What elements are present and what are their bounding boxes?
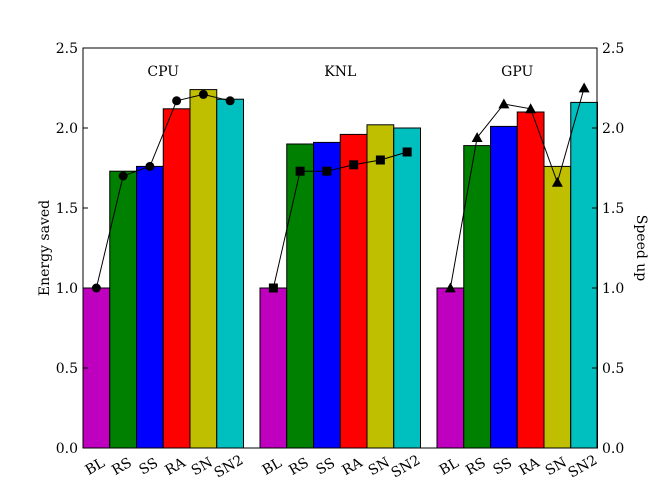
y-tick-label: 1.5 [56,201,78,217]
speedup-point-cpu-sn2 [225,96,235,106]
plot-frame [82,47,598,449]
speedup-point-cpu-bl [91,283,101,293]
bar-cpu-sn [189,89,218,449]
x-tick-cpu-bl: BL [83,455,108,479]
speedup-markers-layer [91,82,590,293]
group-label-gpu: GPU [501,64,533,80]
speedup-point-gpu-ra [525,103,537,114]
x-tick-knl-rs: RS [286,455,311,479]
bar-gpu-ss [490,125,518,449]
x-tick-cpu-sn2: SN2 [212,452,247,481]
y-tick-label: 0.0 [56,441,78,457]
speedup-point-gpu-bl [444,282,456,293]
bar-knl-bl [259,287,288,449]
bar-knl-rs [286,143,314,449]
speedup-point-knl-sn [375,155,385,165]
x-tick-knl-ra: RA [339,454,366,479]
x-tick-gpu-ss: SS [490,455,514,478]
bar-cpu-sn2 [216,98,244,449]
speedup-point-knl-bl [268,283,278,293]
bar-cpu-ss [136,165,164,449]
bar-gpu-ra [516,111,545,449]
y2-tick-label: 0.0 [602,441,624,457]
y-axis-title: Energy saved [37,200,53,296]
right-axis-ticks: 0.0 0.5 1.0 1.5 2.0 2.5 [592,41,624,457]
y-tick-label: 2.5 [56,41,78,57]
bars-layer [82,89,598,449]
speedup-point-gpu-sn [551,176,563,187]
group-label-knl: KNL [324,64,356,80]
left-axis-ticks: 0.0 0.5 1.0 1.5 2.0 2.5 [56,41,88,457]
speedup-point-knl-sn2 [402,147,412,157]
speedup-point-cpu-ra [172,96,182,106]
bar-gpu-sn [543,165,572,449]
speedup-line-cpu [95,93,231,289]
bar-cpu-rs [109,170,137,449]
y2-tick-label: 1.5 [602,201,624,217]
y-tick-label: 1.0 [56,281,78,297]
x-tick-cpu-ra: RA [162,454,189,479]
speedup-point-gpu-rs [471,132,483,142]
y2-tick-label: 2.0 [602,121,624,137]
speedup-point-knl-rs [295,166,305,176]
x-tick-knl-bl: BL [260,455,285,479]
speedup-line-gpu [449,87,585,289]
x-tick-gpu-bl: BL [437,455,462,479]
y2-tick-label: 2.5 [602,41,624,57]
bar-knl-ra [339,133,368,449]
y2-axis-title: Speed up [633,215,649,282]
speedup-point-knl-ra [349,160,359,170]
group-labels: CPU KNL GPU [147,64,533,80]
speedup-point-cpu-ss [145,161,155,171]
y2-tick-label: 0.5 [602,361,624,377]
x-tick-gpu-sn2: SN2 [566,452,601,481]
bar-gpu-rs [463,145,491,449]
x-tick-gpu-rs: RS [463,455,488,479]
x-tick-cpu-ss: SS [136,455,160,478]
x-tick-knl-sn2: SN2 [389,452,424,481]
bar-gpu-bl [436,287,465,449]
x-tick-knl-ss: SS [313,455,337,478]
y2-tick-label: 1.0 [602,281,624,297]
bar-cpu-ra [162,108,191,449]
speedup-point-gpu-ss [498,98,510,109]
x-tick-gpu-ra: RA [516,454,543,479]
speedup-point-knl-ss [322,166,332,176]
y-tick-label: 2.0 [56,121,78,137]
speedup-point-cpu-sn [198,89,208,99]
bar-gpu-sn2 [570,101,598,449]
y-tick-label: 0.5 [56,361,78,377]
bar-knl-sn [366,124,395,449]
speedup-point-gpu-sn2 [578,82,590,93]
group-label-cpu: CPU [147,64,179,80]
bar-knl-ss [313,141,341,449]
speedup-point-cpu-rs [118,171,128,181]
x-tick-cpu-rs: RS [109,455,134,479]
bar-knl-sn2 [393,127,421,449]
